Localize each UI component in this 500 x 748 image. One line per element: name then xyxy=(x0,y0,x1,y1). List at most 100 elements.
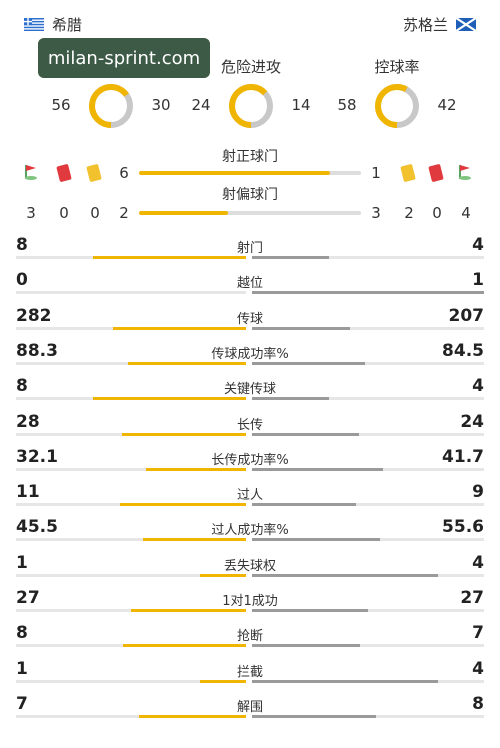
stat-label: 关键传球 xyxy=(223,382,276,398)
stat-away-value: 4 xyxy=(472,552,484,573)
stat-away-bar xyxy=(252,361,366,365)
match-header: 希腊 苏格兰 xyxy=(0,0,500,50)
shots-off-target-title: 射偏球门 xyxy=(222,187,278,203)
donut-away-value: 30 xyxy=(151,96,171,114)
away-team[interactable]: 苏格兰 xyxy=(403,14,476,35)
scotland-flag-icon xyxy=(456,18,476,31)
stat-away-bar xyxy=(252,538,380,542)
stat-home-bar xyxy=(200,679,246,683)
stat-away-bar xyxy=(252,432,360,436)
stat-away-track xyxy=(252,291,484,295)
stat-home-bar xyxy=(119,503,246,507)
stat-home-track xyxy=(16,573,246,577)
yellow-card-icon xyxy=(86,163,102,183)
greece-flag-icon xyxy=(24,18,44,31)
stat-away-bar xyxy=(252,256,330,259)
stat-away-value: 1 xyxy=(472,270,484,291)
shots-off-target-bar xyxy=(139,211,361,215)
stat-home-bar xyxy=(122,432,246,436)
shots-off-target-row: 3 0 0 2 3 2 0 4 xyxy=(0,202,500,226)
stat-label: 解围 xyxy=(236,699,263,715)
donut-away-value: 14 xyxy=(291,96,311,114)
stat-label: 拦截 xyxy=(236,664,263,680)
away-corners-count: 4 xyxy=(461,204,471,222)
donut-dangerous-attacks: 危险进攻 24 14 xyxy=(176,56,326,136)
stat-away-track xyxy=(252,609,484,612)
stat-row: 8 射门 4 xyxy=(0,235,500,270)
stat-home-track xyxy=(16,538,246,542)
shots-on-target-fill xyxy=(139,171,330,175)
stat-home-bar xyxy=(92,397,246,401)
away-team-name: 苏格兰 xyxy=(402,16,448,34)
stat-label: 长传成功率% xyxy=(211,452,289,468)
stat-label: 丢失球权 xyxy=(223,558,276,574)
shots-off-target-fill xyxy=(139,211,228,215)
stat-away-bar xyxy=(252,291,484,295)
stat-row: 88.3 传球成功率% 84.5 xyxy=(0,341,500,376)
stat-home-value: 32.1 xyxy=(16,446,58,467)
donut-away-value: 42 xyxy=(437,96,457,114)
stat-home-track xyxy=(16,644,246,648)
stat-home-value: 88.3 xyxy=(16,340,58,361)
stat-away-value: 9 xyxy=(472,482,484,503)
stat-away-bar xyxy=(252,573,438,577)
stat-home-track xyxy=(16,432,246,436)
stat-home-bar xyxy=(200,573,246,577)
stat-label: 射门 xyxy=(236,241,263,256)
stat-home-track xyxy=(16,361,246,365)
stat-row: 8 关键传球 4 xyxy=(0,376,500,411)
stat-row: 27 1对1成功 27 xyxy=(0,588,500,623)
stat-home-track xyxy=(16,467,246,471)
home-corners-count: 3 xyxy=(26,204,36,222)
stat-home-bar xyxy=(138,714,246,718)
stat-home-track xyxy=(16,256,246,259)
yellow-card-icon xyxy=(400,163,416,183)
stat-row: 1 丢失球权 4 xyxy=(0,553,500,588)
stat-home-bar xyxy=(128,361,246,365)
stat-home-track xyxy=(16,679,246,683)
home-yellow-cards-count: 0 xyxy=(90,204,100,222)
stat-away-track xyxy=(252,326,484,330)
stat-away-bar xyxy=(252,397,330,401)
stat-home-track xyxy=(16,397,246,401)
stat-home-track xyxy=(16,291,246,295)
stat-home-track xyxy=(16,714,246,718)
corner-flag-icon xyxy=(459,165,471,180)
stat-home-value: 282 xyxy=(16,305,52,326)
shots-on-target-row: 6 1 xyxy=(0,162,500,186)
stat-home-bar xyxy=(113,326,246,330)
stat-away-bar xyxy=(252,714,376,718)
stat-away-bar xyxy=(252,503,357,507)
stat-away-value: 4 xyxy=(472,376,484,397)
home-team[interactable]: 希腊 xyxy=(24,14,82,35)
stat-away-bar xyxy=(252,326,351,330)
stat-home-bar xyxy=(123,644,246,648)
stat-label: 传球成功率% xyxy=(211,346,289,362)
red-card-icon xyxy=(56,163,72,183)
stat-away-track xyxy=(252,538,484,542)
stat-home-value: 8 xyxy=(16,623,28,644)
stat-away-value: 24 xyxy=(460,411,484,432)
donut-chart xyxy=(375,84,419,128)
home-red-cards-count: 0 xyxy=(59,204,69,222)
stat-away-value: 4 xyxy=(472,235,484,255)
red-card-icon xyxy=(428,163,444,183)
donut-chart xyxy=(229,84,273,128)
stat-away-value: 84.5 xyxy=(442,340,484,361)
donut-possession: 控球率 58 42 xyxy=(322,56,472,136)
stat-home-bar xyxy=(142,538,246,542)
stat-away-track xyxy=(252,714,484,718)
stat-home-value: 27 xyxy=(16,588,40,608)
stat-away-value: 27 xyxy=(460,588,484,608)
stat-away-track xyxy=(252,432,484,436)
donut-home-arc xyxy=(229,84,273,128)
stat-away-track xyxy=(252,573,484,577)
stat-home-value: 7 xyxy=(16,693,28,714)
stat-home-bar xyxy=(92,256,246,259)
stat-label: 传球 xyxy=(236,311,263,327)
stat-row: 32.1 长传成功率% 41.7 xyxy=(0,447,500,482)
donut-label: 控球率 xyxy=(374,58,420,76)
stat-home-value: 0 xyxy=(16,270,28,291)
stat-row: 282 传球 207 xyxy=(0,306,500,341)
stat-home-value: 28 xyxy=(16,411,40,432)
